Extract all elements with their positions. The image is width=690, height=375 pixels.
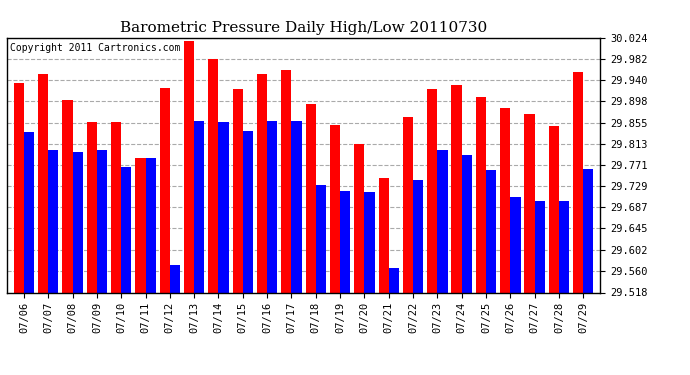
Bar bbox=[219, 122, 228, 292]
Bar bbox=[146, 158, 156, 292]
Bar bbox=[135, 158, 146, 292]
Bar bbox=[535, 201, 545, 292]
Bar bbox=[364, 192, 375, 292]
Bar bbox=[282, 70, 291, 292]
Bar bbox=[243, 131, 253, 292]
Bar bbox=[159, 88, 170, 292]
Bar bbox=[170, 265, 180, 292]
Bar bbox=[291, 121, 302, 292]
Bar bbox=[72, 152, 83, 292]
Bar bbox=[583, 169, 593, 292]
Bar bbox=[476, 98, 486, 292]
Bar bbox=[500, 108, 511, 292]
Title: Barometric Pressure Daily High/Low 20110730: Barometric Pressure Daily High/Low 20110… bbox=[120, 21, 487, 35]
Bar bbox=[403, 117, 413, 292]
Bar bbox=[451, 85, 462, 292]
Bar bbox=[573, 72, 583, 292]
Bar bbox=[48, 150, 59, 292]
Bar bbox=[233, 89, 243, 292]
Bar bbox=[413, 180, 423, 292]
Bar bbox=[330, 124, 340, 292]
Bar bbox=[486, 170, 496, 292]
Bar bbox=[87, 122, 97, 292]
Bar bbox=[511, 197, 520, 292]
Bar bbox=[340, 191, 351, 292]
Bar bbox=[38, 74, 48, 292]
Bar bbox=[462, 155, 472, 292]
Bar bbox=[24, 132, 34, 292]
Bar bbox=[549, 126, 559, 292]
Bar bbox=[14, 83, 24, 292]
Bar bbox=[111, 122, 121, 292]
Bar bbox=[184, 41, 194, 292]
Bar bbox=[354, 144, 364, 292]
Bar bbox=[257, 74, 267, 292]
Bar bbox=[306, 104, 316, 292]
Bar bbox=[97, 150, 107, 292]
Bar bbox=[316, 185, 326, 292]
Bar bbox=[208, 58, 219, 292]
Bar bbox=[524, 114, 535, 292]
Bar bbox=[62, 100, 72, 292]
Bar bbox=[194, 121, 204, 292]
Bar bbox=[388, 268, 399, 292]
Bar bbox=[437, 150, 448, 292]
Bar bbox=[121, 166, 131, 292]
Text: Copyright 2011 Cartronics.com: Copyright 2011 Cartronics.com bbox=[10, 43, 180, 52]
Bar bbox=[559, 201, 569, 292]
Bar bbox=[267, 121, 277, 292]
Bar bbox=[379, 178, 388, 292]
Bar bbox=[427, 89, 437, 292]
